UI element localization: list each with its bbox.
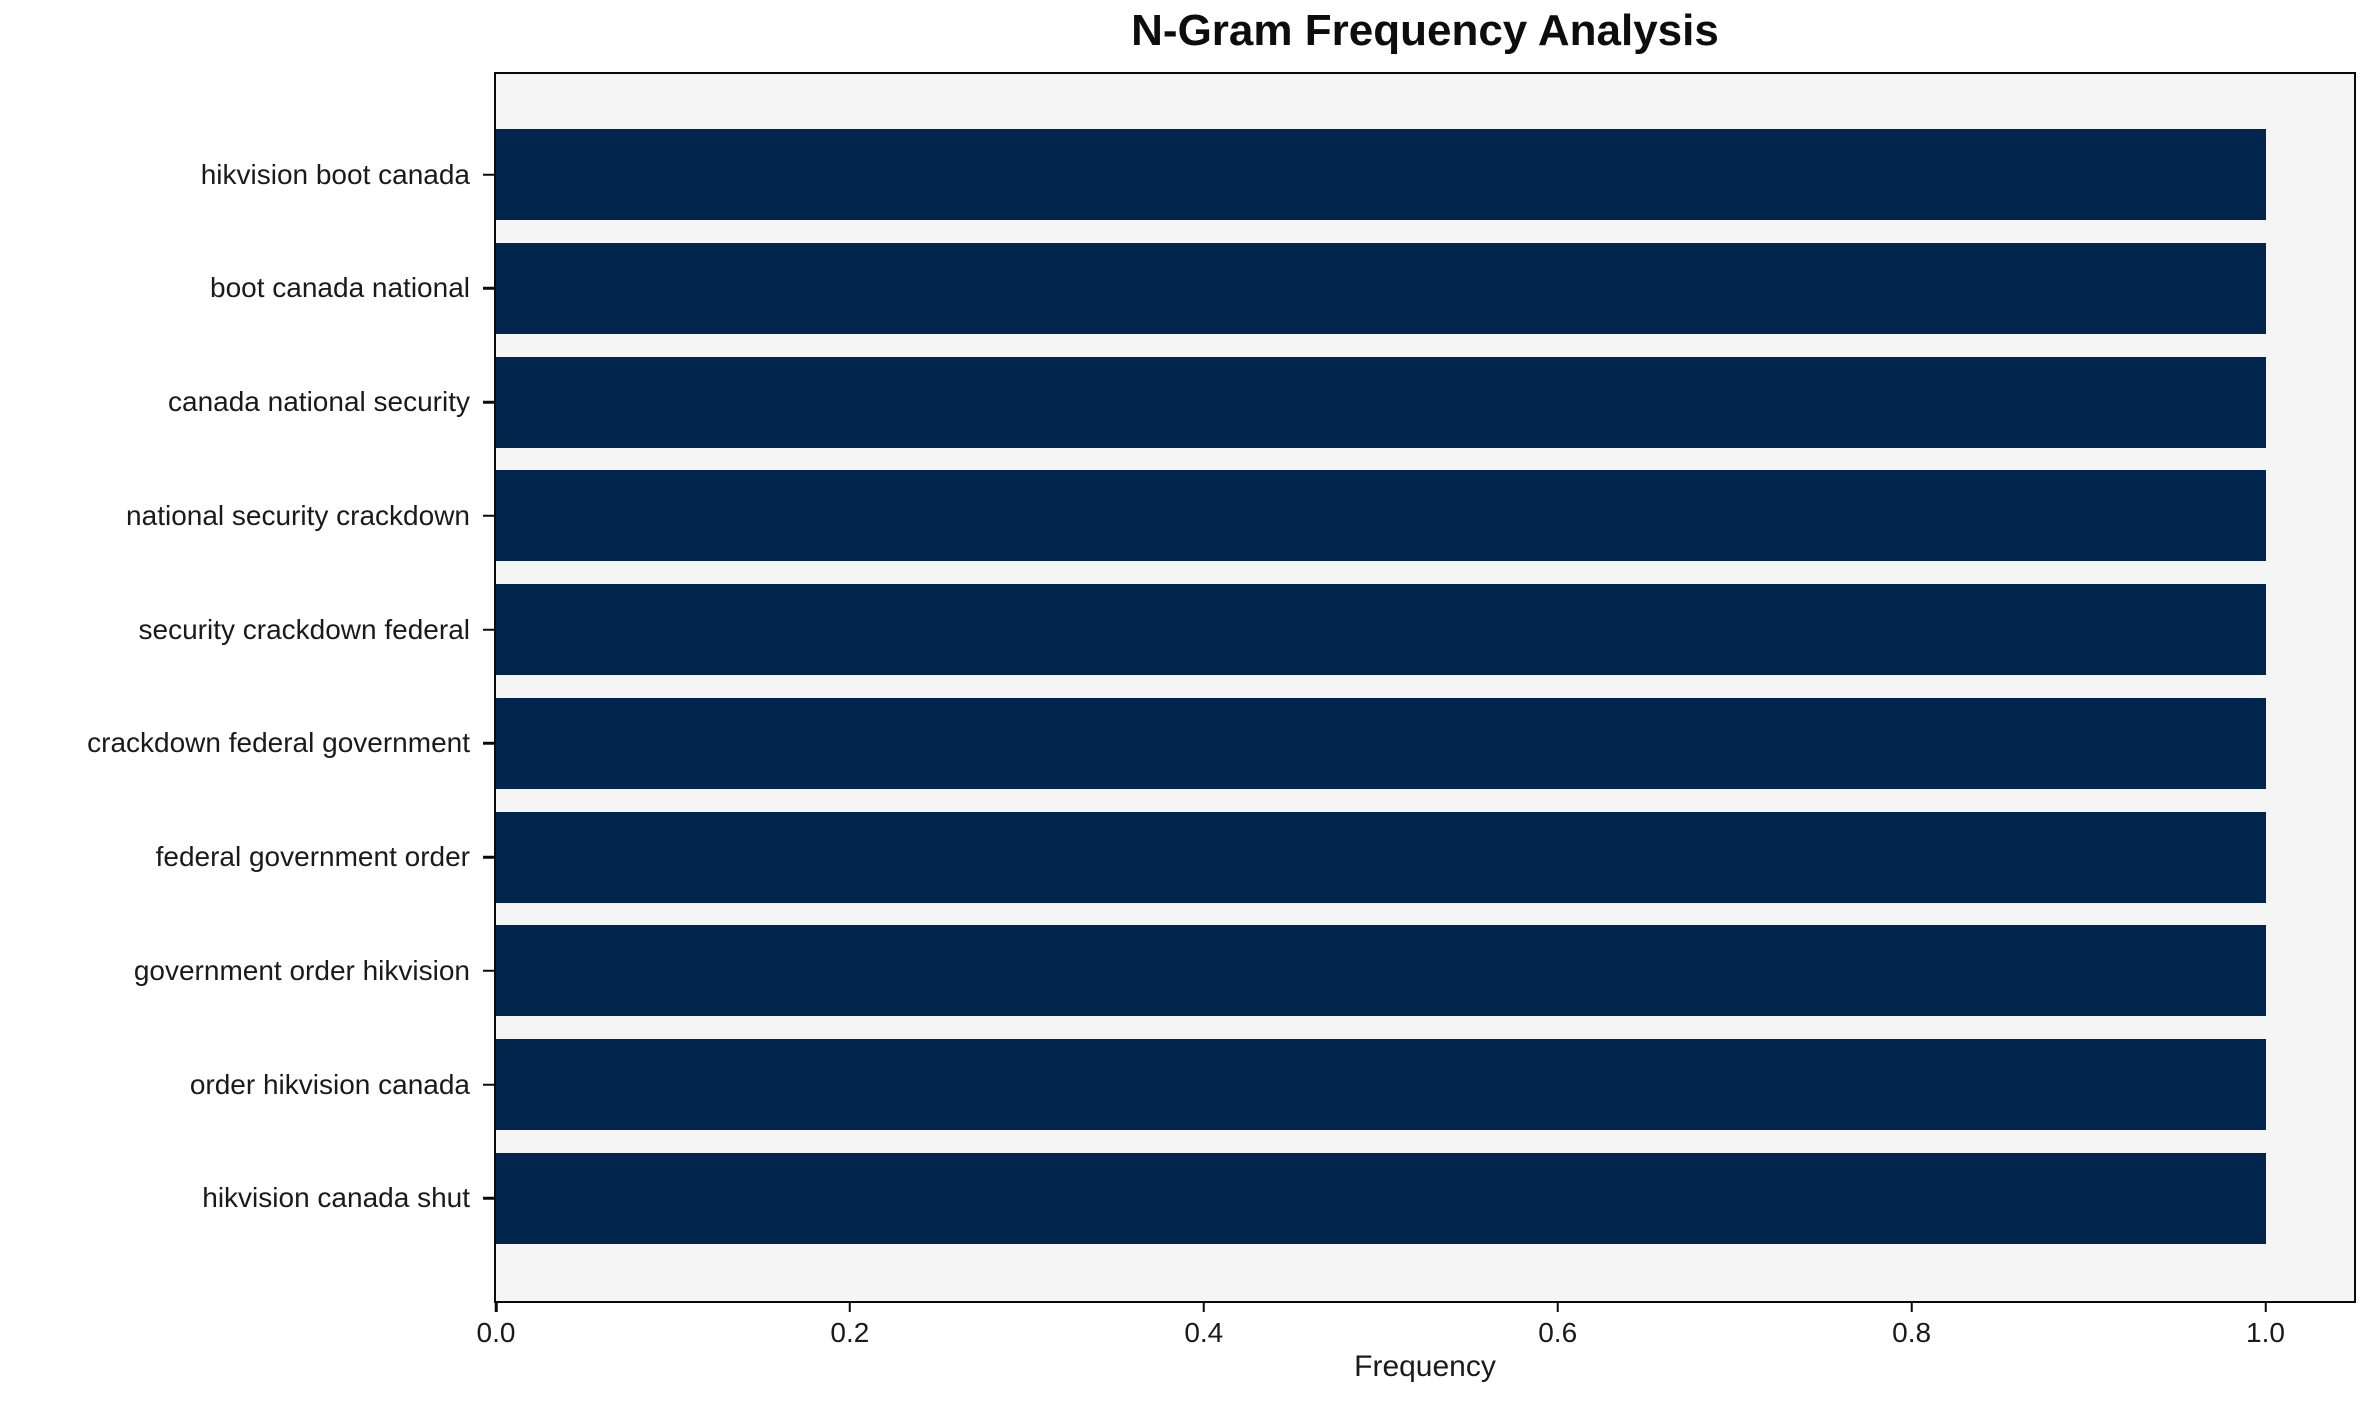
chart-title: N-Gram Frequency Analysis xyxy=(1131,6,1719,55)
bars: hikvision boot canada boot canada nationa… xyxy=(87,74,2354,1301)
bar xyxy=(496,925,2266,1017)
y-tick-mark xyxy=(483,742,494,745)
x-tick-mark xyxy=(848,1301,852,1312)
y-tick-label: government order hikvision xyxy=(133,954,470,986)
bar xyxy=(496,242,2266,334)
y-tick-label: hikvision boot canada xyxy=(200,158,470,190)
y-tick-mark xyxy=(483,1197,494,1200)
bar-row: crackdown federal government xyxy=(87,697,2354,789)
x-tick-mark xyxy=(1910,1301,1913,1312)
bar-row: federal government order xyxy=(156,811,2354,903)
y-tick-label: crackdown federal government xyxy=(87,727,470,759)
y-tick-mark xyxy=(483,628,494,631)
plot-area: hikvision boot canada boot canada nationa… xyxy=(87,72,2356,1348)
bar-row: order hikvision canada xyxy=(190,1039,2354,1131)
bar xyxy=(496,129,2266,220)
y-tick-mark xyxy=(483,287,494,290)
y-tick-mark xyxy=(483,969,494,973)
y-tick-label: federal government order xyxy=(155,841,470,873)
y-tick-label: security crackdown federal xyxy=(138,613,470,645)
bar-row: boot canada national xyxy=(210,242,2354,334)
y-tick-mark xyxy=(483,855,494,859)
bar-row: government order hikvision xyxy=(134,925,2354,1017)
bar-row: hikvision canada shut xyxy=(202,1152,2354,1244)
y-tick-label: hikvision canada shut xyxy=(202,1182,470,1214)
bar xyxy=(496,470,2266,562)
x-tick-mark xyxy=(1556,1301,1559,1312)
bar xyxy=(496,584,2266,676)
y-tick-mark xyxy=(483,514,494,518)
bar-row: security crackdown federal xyxy=(139,584,2354,676)
y-tick-label: order hikvision canada xyxy=(189,1068,470,1100)
x-axis-label: Frequency xyxy=(1354,1350,1496,1383)
x-tick-mark xyxy=(2264,1301,2267,1312)
y-tick-mark xyxy=(483,1083,494,1086)
bar xyxy=(496,1152,2266,1244)
x-tick-label: 0.0 xyxy=(476,1317,516,1348)
bar-row: canada national security xyxy=(168,356,2354,448)
y-tick-label: boot canada national xyxy=(210,272,470,304)
bar xyxy=(496,811,2266,903)
bar xyxy=(496,356,2266,448)
x-tick-label: 0.8 xyxy=(1892,1317,1932,1348)
y-tick-label: canada national security xyxy=(168,386,470,418)
x-tick-label: 1.0 xyxy=(2246,1317,2285,1348)
x-tick-mark xyxy=(1202,1301,1206,1312)
bar-row: hikvision boot canada xyxy=(201,129,2354,220)
x-tick-label: 0.4 xyxy=(1184,1317,1224,1348)
x-tick-label: 0.6 xyxy=(1538,1317,1578,1348)
bar-row: national security crackdown xyxy=(126,470,2354,562)
bar xyxy=(496,697,2266,789)
y-tick-mark xyxy=(483,173,494,176)
x-tick-label: 0.2 xyxy=(830,1317,870,1348)
y-tick-label: national security crackdown xyxy=(126,499,470,531)
x-tick-mark xyxy=(494,1301,498,1312)
bar xyxy=(496,1039,2266,1131)
y-tick-mark xyxy=(483,400,494,404)
